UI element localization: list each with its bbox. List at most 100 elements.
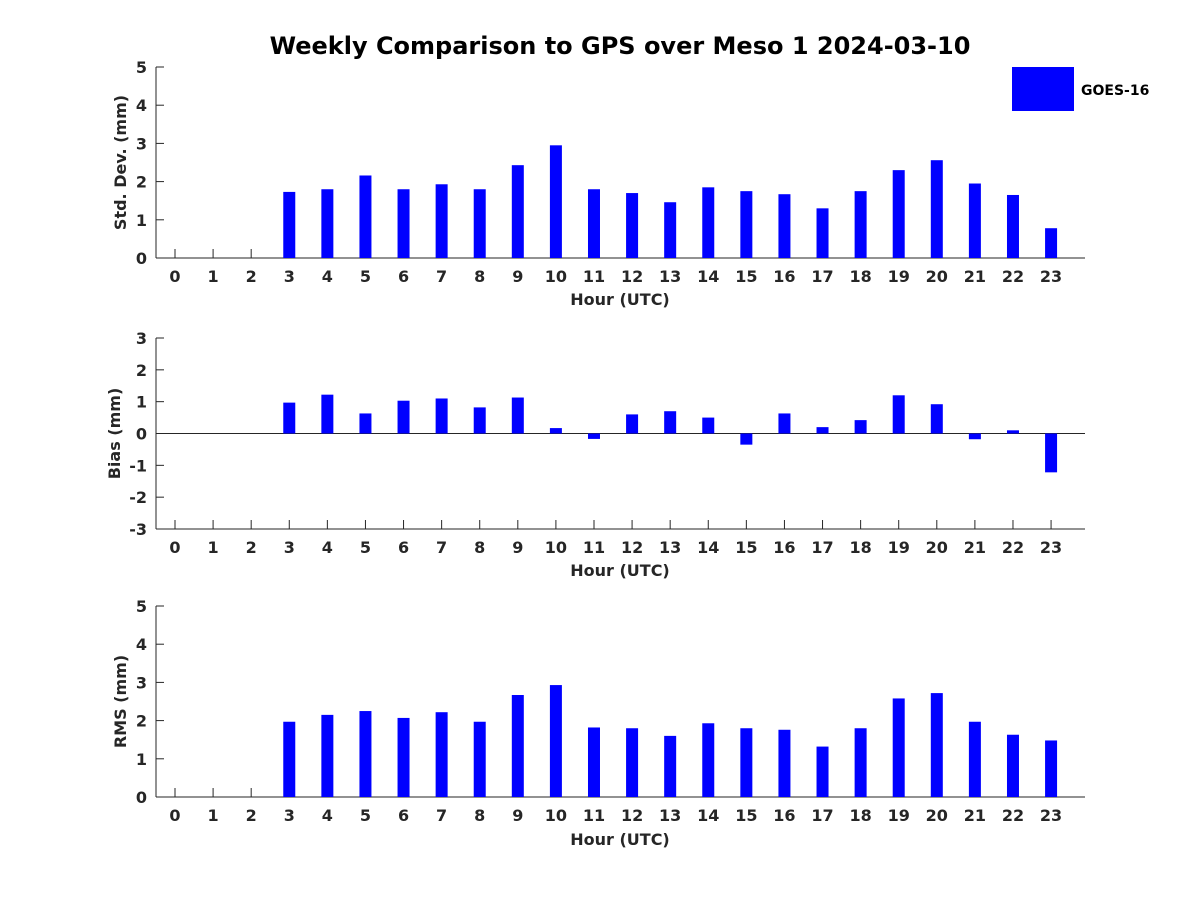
bar-hour-23 [1045,433,1058,473]
x-tick-label: 20 [926,267,948,286]
x-tick-label: 15 [735,538,757,557]
x-tick-label: 1 [208,806,219,825]
bar-hour-19 [892,698,905,797]
bar-hour-23 [1045,740,1058,797]
x-tick-label: 8 [474,806,485,825]
y-axis-title: RMS (mm) [111,655,130,748]
y-tick-label: 1 [136,393,147,412]
x-tick-label: 16 [773,538,795,557]
bar-hour-19 [892,395,905,434]
y-tick-label: 2 [136,361,147,380]
bar-hour-13 [664,735,677,797]
x-tick-label: 8 [474,538,485,557]
x-tick-label: 18 [849,267,871,286]
bar-hour-9 [511,165,524,258]
x-tick-label: 5 [360,806,371,825]
y-tick-label: 3 [136,673,147,692]
bar-hour-20 [930,404,943,434]
bar-hour-15 [740,728,753,797]
x-tick-label: 21 [964,538,986,557]
bar-hour-15 [740,191,753,258]
x-tick-label: 4 [322,806,333,825]
x-tick-label: 10 [545,806,567,825]
x-tick-label: 9 [512,267,523,286]
y-tick-label: -2 [129,488,147,507]
x-tick-label: 0 [169,538,180,557]
bar-hour-11 [587,433,600,439]
y-tick-label: 2 [136,712,147,731]
bar-hour-8 [473,721,486,797]
bar-hour-21 [968,721,981,797]
x-tick-label: 13 [659,267,681,286]
y-tick-label: 3 [136,134,147,153]
bar-hour-21 [968,433,981,440]
bar-hour-20 [930,693,943,797]
x-tick-label: 14 [697,267,719,286]
x-tick-label: 21 [964,806,986,825]
bar-hour-5 [359,711,372,797]
x-tick-label: 3 [284,806,295,825]
bar-hour-22 [1006,734,1019,797]
bar-hour-12 [626,193,639,258]
y-tick-label: -1 [129,456,147,475]
y-tick-label: 1 [136,211,147,230]
y-tick-label: 0 [136,249,147,268]
bar-hour-10 [549,145,562,258]
x-tick-label: 5 [360,267,371,286]
bar-hour-3 [283,402,296,434]
x-tick-label: 2 [246,267,257,286]
x-tick-label: 16 [773,267,795,286]
bar-hour-4 [321,189,334,258]
x-tick-label: 1 [208,538,219,557]
x-tick-label: 0 [169,267,180,286]
bar-hour-8 [473,189,486,258]
y-tick-label: -3 [129,520,147,539]
x-tick-label: 22 [1002,806,1024,825]
legend: GOES-16 [1012,67,1149,111]
x-tick-label: 6 [398,806,409,825]
bar-hour-13 [664,202,677,258]
bar-hour-21 [968,183,981,258]
x-tick-label: 22 [1002,267,1024,286]
x-tick-label: 20 [926,806,948,825]
y-tick-label: 1 [136,750,147,769]
x-tick-label: 17 [811,806,833,825]
x-tick-label: 4 [322,267,333,286]
x-tick-label: 13 [659,806,681,825]
bar-hour-6 [397,400,410,434]
bar-hour-11 [587,189,600,258]
x-tick-label: 23 [1040,267,1062,286]
x-tick-label: 4 [322,538,333,557]
bar-hour-23 [1045,228,1058,258]
x-tick-label: 17 [811,538,833,557]
x-tick-label: 18 [849,538,871,557]
bar-hour-3 [283,191,296,258]
bar-hour-7 [435,712,448,797]
bar-hour-6 [397,717,410,797]
bar-hour-16 [778,729,791,797]
bar-hour-17 [816,427,829,434]
bar-hour-12 [626,414,639,434]
x-axis-title: Hour (UTC) [570,561,670,580]
bar-hour-22 [1006,430,1019,434]
x-tick-label: 22 [1002,538,1024,557]
x-tick-label: 10 [545,538,567,557]
y-tick-label: 0 [136,788,147,807]
bar-hour-8 [473,407,486,434]
bar-hour-10 [549,685,562,797]
bar-hour-14 [702,187,715,258]
bar-hour-5 [359,175,372,258]
x-tick-label: 12 [621,806,643,825]
x-tick-label: 3 [284,538,295,557]
bar-hour-15 [740,433,753,445]
legend-label: GOES-16 [1081,83,1149,99]
bar-hour-16 [778,413,791,434]
x-tick-label: 19 [888,267,910,286]
bar-hour-4 [321,714,334,797]
bar-hour-17 [816,746,829,797]
